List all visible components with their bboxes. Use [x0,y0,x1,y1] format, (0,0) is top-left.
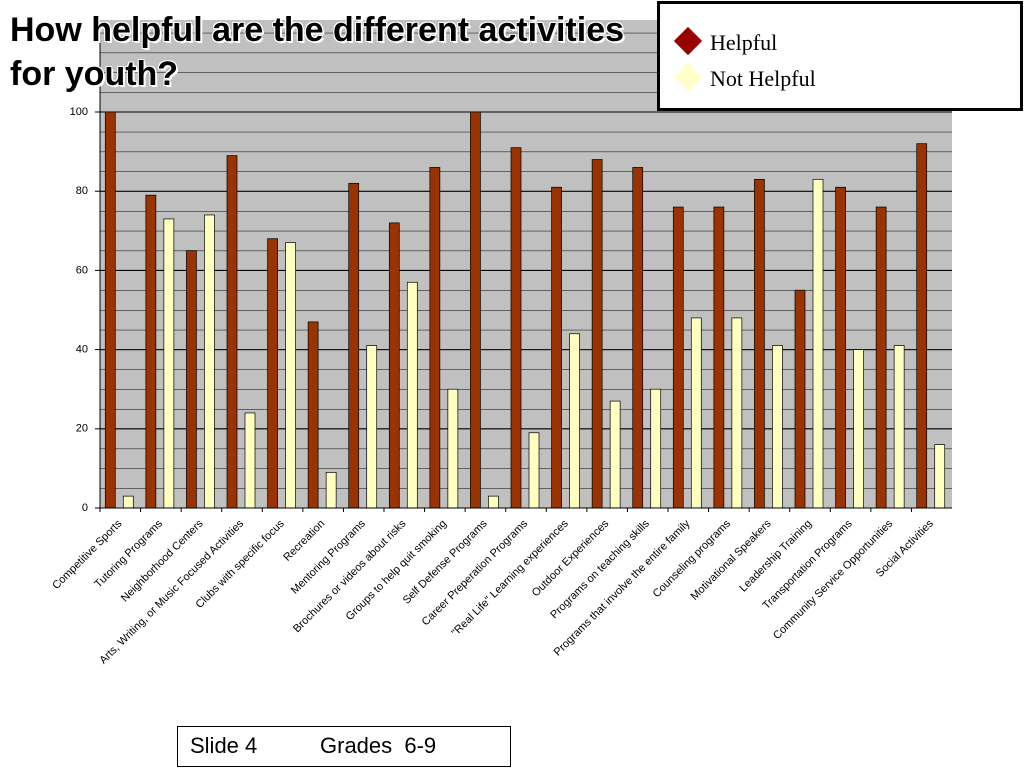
legend-label: Helpful [710,30,777,55]
bar [591,159,603,509]
footer-box [177,726,511,767]
footer-slide: Slide 4 [190,733,257,758]
footer-grades: Grades 6-9 [320,733,436,758]
bar [528,432,540,509]
bar [934,444,946,509]
bar [569,333,580,509]
x-tick-label: Mentoring Programs [289,517,368,596]
bar [285,242,296,509]
chart-title: How helpful are the different activities… [10,11,625,93]
bar [122,495,134,509]
y-tick-label: 80 [76,185,88,197]
bar [650,388,662,509]
y-tick-label: 0 [82,502,88,514]
bar [551,186,562,509]
bar [794,289,806,509]
bar [916,143,928,509]
bar [447,388,459,509]
bar [204,214,215,509]
x-tick-label: Competitive Sports [50,517,125,592]
bar [835,186,846,509]
bar [754,178,765,509]
legend-label: Not Helpful [710,66,816,91]
legend-marker [673,62,703,92]
bar [470,111,481,509]
bar [325,472,337,509]
bar [186,250,197,509]
y-tick-label: 60 [76,264,88,276]
bar [713,206,725,509]
y-tick-label: 20 [76,423,88,435]
x-tick-label: Motivational Speakers [689,517,774,602]
x-tick-label: Leadership Training [737,518,814,595]
y-tick-label: 100 [70,106,88,118]
bar [163,218,175,509]
bar [488,495,499,509]
x-tick-label: Counseling programs [651,517,734,600]
x-tick-label: Arts, Writing, or Music Focused Activiti… [97,517,246,666]
x-tick-label: Outdoor Experiences [530,517,612,599]
bar [690,317,702,509]
bar [145,194,157,509]
bar [853,349,864,509]
y-tick-label: 40 [76,344,88,356]
bar [348,182,360,509]
bar [875,206,887,509]
bar [307,321,319,509]
bar [632,167,644,509]
bar [388,222,400,509]
legend-marker [673,26,703,56]
bar [609,400,621,509]
x-tick-label: Neighborhood Centers [119,517,206,604]
legend [657,1,1023,111]
bar [772,345,783,509]
x-tick-label: Tutoring Programs [92,517,165,590]
bar [510,147,522,509]
bar [429,167,441,509]
bar [731,317,743,509]
bar [672,206,684,509]
bar [406,281,418,509]
bar [812,178,824,509]
bar [893,345,905,509]
bar [104,111,116,509]
bar [267,238,278,509]
bar [226,155,238,509]
bar [244,412,256,509]
bar [366,345,378,509]
